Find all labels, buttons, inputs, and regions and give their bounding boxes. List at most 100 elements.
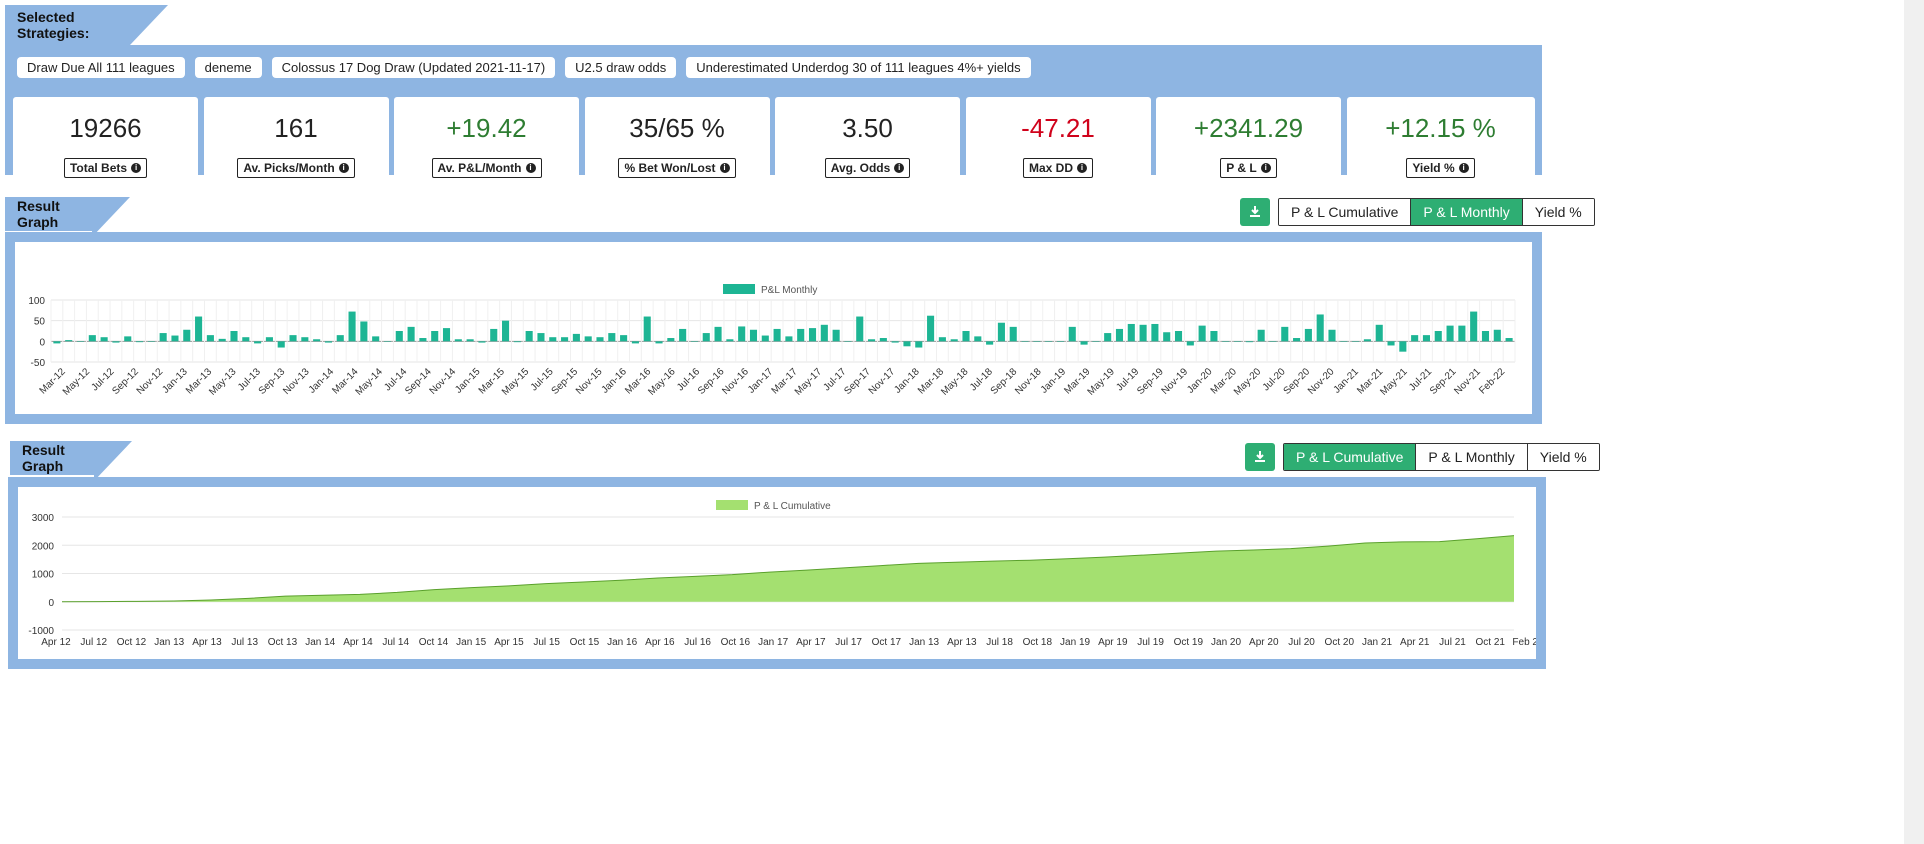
x-tick-label: Oct 17 bbox=[872, 637, 902, 648]
x-tick-label: Nov-18 bbox=[1013, 366, 1044, 397]
strategy-tag: Underestimated Underdog 30 of 111 league… bbox=[686, 57, 1031, 78]
x-tick-label: Nov-21 bbox=[1452, 366, 1483, 397]
x-tick-label: Jul 20 bbox=[1288, 637, 1315, 648]
stat-label-text: Av. P&L/Month bbox=[437, 160, 522, 175]
result-graph-title-1: Result Graph bbox=[17, 198, 60, 230]
bar bbox=[419, 338, 427, 342]
x-tick-label: May-14 bbox=[354, 366, 386, 398]
bar bbox=[1151, 323, 1159, 342]
stat-label: Yield % i bbox=[1406, 157, 1475, 178]
info-icon[interactable]: i bbox=[525, 162, 536, 173]
view-toggle-cumulative[interactable]: P & L Cumulative bbox=[1279, 199, 1412, 225]
x-tick-label: Jul 13 bbox=[231, 637, 258, 648]
download-button-2[interactable] bbox=[1245, 443, 1275, 471]
y-tick-label: -50 bbox=[31, 358, 46, 369]
bar bbox=[1458, 325, 1466, 342]
bar bbox=[324, 341, 332, 343]
bar bbox=[513, 341, 521, 343]
bar bbox=[1045, 341, 1053, 342]
bar bbox=[1056, 341, 1064, 342]
info-icon[interactable]: i bbox=[1458, 162, 1469, 173]
bar bbox=[1493, 329, 1501, 342]
y-tick-label: 50 bbox=[34, 317, 46, 328]
x-tick-label: Oct 13 bbox=[268, 637, 298, 648]
info-icon[interactable]: i bbox=[894, 162, 905, 173]
x-tick-label: Oct 18 bbox=[1023, 637, 1053, 648]
stat-label-text: P & L bbox=[1226, 160, 1257, 175]
bar bbox=[962, 331, 970, 342]
strategy-tag: U2.5 draw odds bbox=[565, 57, 677, 78]
bar bbox=[372, 336, 380, 342]
info-icon[interactable]: i bbox=[131, 162, 142, 173]
stat-value: 3.50 bbox=[842, 112, 893, 143]
bar bbox=[891, 341, 899, 343]
bar bbox=[726, 339, 734, 342]
cumulative-chart-container: P & L Cumulative 3000 2000 1000 0 -1000 Apr 12… bbox=[18, 487, 1544, 659]
bar bbox=[1434, 331, 1442, 342]
info-icon[interactable]: i bbox=[1260, 162, 1271, 173]
view-toggle-monthly[interactable]: P & L Monthly bbox=[1411, 199, 1523, 225]
stat-label-text: Av. Picks/Month bbox=[243, 160, 335, 175]
stat-label-text: % Bet Won/Lost bbox=[624, 160, 716, 175]
x-tick-label: Jan 13 bbox=[909, 637, 939, 648]
x-tick-label: Nov-14 bbox=[428, 366, 459, 397]
graph1-controls: P & L Cumulative P & L Monthly Yield % bbox=[1240, 198, 1595, 226]
stat-card: -47.21 Max DD i bbox=[965, 97, 1151, 193]
monthly-pnl-chart: P&L Monthly100500-50Mar-12May-12Jul-12Se… bbox=[28, 284, 1516, 398]
x-tick-label: Oct 14 bbox=[419, 637, 449, 648]
info-icon[interactable]: i bbox=[338, 162, 349, 173]
view-toggle-yield[interactable]: Yield % bbox=[1522, 199, 1594, 225]
bar bbox=[360, 321, 368, 342]
x-tick-label: Nov-20 bbox=[1306, 366, 1337, 397]
x-tick-label: Apr 19 bbox=[1098, 637, 1128, 648]
bar bbox=[242, 337, 250, 342]
bar bbox=[1245, 341, 1253, 343]
y-tick-label: 100 bbox=[28, 296, 45, 307]
page-scrollbar[interactable] bbox=[1904, 0, 1924, 844]
strategy-tag: deneme bbox=[194, 57, 262, 78]
x-tick-label: Jan 13 bbox=[154, 637, 184, 648]
graph1-panel: P&L Monthly 100 50 0 -50 Mar-12 May-12 Jul-12 Se… bbox=[5, 232, 1542, 424]
cumulative-line bbox=[61, 535, 1515, 603]
info-icon[interactable]: i bbox=[1077, 162, 1087, 173]
bar bbox=[1257, 329, 1265, 342]
bar bbox=[1033, 341, 1041, 342]
stat-label-text: Total Bets bbox=[69, 160, 128, 175]
bar bbox=[1293, 338, 1301, 342]
info-icon[interactable]: i bbox=[719, 162, 730, 173]
bar bbox=[714, 326, 722, 342]
result-graph-title-2: Result Graph bbox=[22, 442, 65, 474]
view-toggle-monthly[interactable]: P & L Monthly bbox=[1416, 444, 1528, 470]
bar bbox=[478, 341, 486, 343]
x-tick-label: Feb 22 bbox=[1512, 637, 1536, 648]
legend-swatch bbox=[716, 500, 748, 510]
bar bbox=[856, 316, 864, 342]
x-tick-label: Nov-13 bbox=[281, 366, 312, 397]
bar bbox=[785, 336, 793, 342]
bar bbox=[1481, 331, 1490, 342]
bar bbox=[1092, 341, 1100, 342]
bar bbox=[537, 333, 545, 342]
x-tick-label: Jan 20 bbox=[1211, 637, 1241, 648]
bar bbox=[549, 337, 557, 342]
x-tick-label: May-16 bbox=[646, 366, 678, 398]
bar bbox=[927, 315, 935, 342]
view-toggle-yield[interactable]: Yield % bbox=[1527, 444, 1599, 470]
stat-value: 161 bbox=[274, 112, 318, 143]
cumulative-area bbox=[62, 535, 1514, 602]
bar bbox=[336, 335, 344, 342]
bar bbox=[313, 339, 321, 342]
bar bbox=[1281, 326, 1289, 342]
bar bbox=[1127, 323, 1135, 342]
bar bbox=[903, 341, 911, 347]
x-tick-label: Jan 14 bbox=[305, 637, 335, 648]
bar bbox=[879, 338, 887, 342]
download-button-1[interactable] bbox=[1240, 198, 1270, 226]
x-tick-label: Apr 14 bbox=[343, 637, 373, 648]
download-icon bbox=[1250, 206, 1260, 217]
view-toggle-cumulative[interactable]: P & L Cumulative bbox=[1284, 444, 1417, 470]
bar bbox=[466, 339, 474, 342]
bar bbox=[218, 338, 226, 342]
